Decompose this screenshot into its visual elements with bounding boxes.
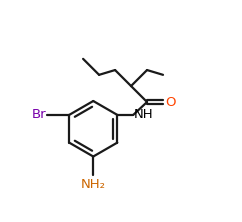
Text: NH₂: NH₂ (81, 178, 106, 191)
Text: O: O (165, 95, 175, 109)
Text: NH: NH (134, 108, 154, 121)
Text: Br: Br (31, 108, 46, 121)
